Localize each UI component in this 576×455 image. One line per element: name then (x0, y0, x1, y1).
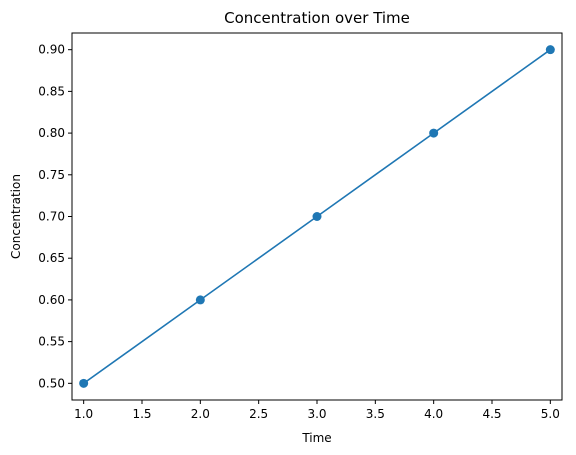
data-point (312, 212, 322, 221)
x-tick-label: 4.5 (482, 407, 501, 421)
y-axis: 0.50 0.55 0.60 0.65 0.70 0.75 0.80 0.85 0.90 (38, 43, 72, 390)
y-tick-label: 0.55 (38, 335, 65, 349)
y-tick-label: 0.50 (38, 376, 65, 390)
x-tick-label: 2.0 (191, 407, 210, 421)
y-tick-label: 0.65 (38, 251, 65, 265)
y-tick-label: 0.90 (38, 43, 65, 57)
y-tick-label: 0.60 (38, 293, 65, 307)
series-layer (79, 45, 555, 388)
x-tick-label: 2.5 (249, 407, 268, 421)
y-tick-label: 0.85 (38, 84, 65, 98)
plot-frame (71, 32, 563, 401)
data-point (545, 45, 555, 55)
y-tick-label: 0.70 (38, 210, 65, 224)
chart-title: Concentration over Time (224, 9, 410, 27)
data-point (429, 128, 439, 138)
x-tick-label: 3.0 (307, 407, 326, 421)
x-tick-label: 1.5 (132, 407, 151, 421)
data-point (79, 378, 89, 388)
data-point (195, 295, 205, 305)
x-axis: 1.0 1.5 2.0 2.5 3.0 3.5 4.0 4.5 5.0 (74, 400, 560, 421)
y-tick-label: 0.75 (38, 168, 65, 182)
x-axis-label: Time (301, 431, 331, 445)
x-tick-label: 3.5 (366, 407, 385, 421)
x-tick-label: 4.0 (424, 407, 443, 421)
y-axis-label: Concentration (9, 174, 23, 259)
y-tick-label: 0.80 (38, 126, 65, 140)
x-tick-label: 1.0 (74, 407, 93, 421)
plot-area: 0.50 0.55 0.60 0.65 0.70 0.75 0.80 0.85 0.90 1.0… (38, 32, 563, 421)
x-tick-label: 5.0 (541, 407, 560, 421)
